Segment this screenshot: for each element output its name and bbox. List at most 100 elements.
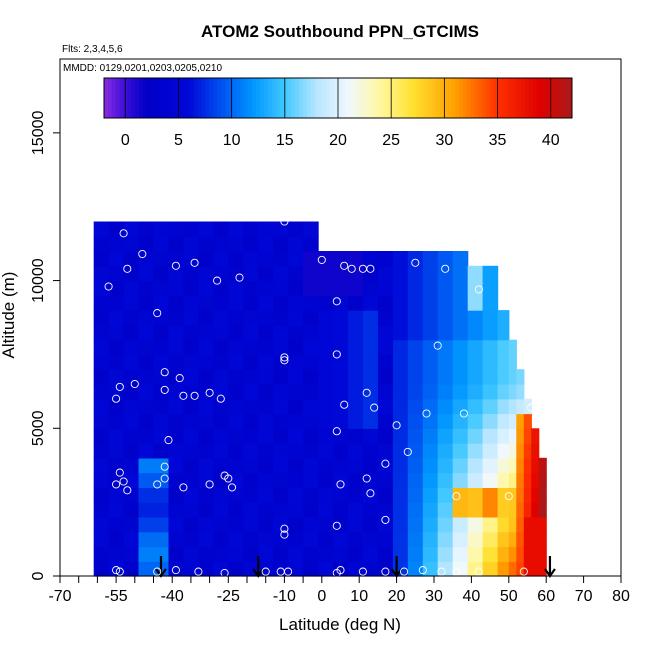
heatmap-cell xyxy=(508,457,517,474)
heatmap-cell xyxy=(288,516,304,533)
observation-point xyxy=(153,480,162,489)
heatmap-cell xyxy=(138,428,155,444)
colorbar-segment xyxy=(361,78,366,118)
heatmap-cell xyxy=(228,221,244,237)
heatmap-cell xyxy=(138,443,155,459)
heatmap-cell xyxy=(258,472,274,488)
heatmap-cell xyxy=(348,502,364,518)
heatmap-cell xyxy=(168,561,185,577)
heatmap-cell xyxy=(243,516,259,533)
heatmap-cell xyxy=(213,413,229,429)
heatmap-cell xyxy=(508,413,517,429)
x-tick-label: -10 xyxy=(273,588,296,605)
heatmap-cell xyxy=(407,457,424,474)
colorbar-segment xyxy=(127,78,132,118)
colorbar-tick-label: 20 xyxy=(329,132,347,149)
heatmap-cell xyxy=(288,428,304,444)
heatmap-cell xyxy=(318,428,334,444)
heatmap-cell xyxy=(183,310,199,326)
heatmap-cell xyxy=(183,546,199,562)
colorbar-segment xyxy=(501,78,507,118)
heatmap-cell xyxy=(213,324,229,341)
heatmap-cell xyxy=(93,546,110,562)
observation-point xyxy=(332,297,341,306)
heatmap-cell xyxy=(377,457,394,474)
observation-point xyxy=(115,567,124,576)
heatmap-cell xyxy=(243,487,259,503)
observation-point xyxy=(112,394,121,403)
heatmap-cell xyxy=(183,369,199,385)
heatmap-cell xyxy=(523,443,532,459)
heatmap-cell xyxy=(333,428,349,444)
heatmap-cell xyxy=(273,221,289,237)
colorbar-segment xyxy=(396,78,401,118)
observation-point xyxy=(153,567,162,576)
colorbar-segment xyxy=(162,78,167,118)
heatmap-cell xyxy=(508,428,517,444)
heatmap-cell xyxy=(523,472,532,488)
heatmap-cell xyxy=(213,516,229,533)
heatmap-cell xyxy=(198,310,214,326)
heatmap-cell xyxy=(407,384,424,400)
heatmap-cell xyxy=(523,561,532,577)
heatmap-cell xyxy=(407,472,424,488)
heatmap-cell xyxy=(318,546,334,562)
heatmap-cell xyxy=(168,310,185,326)
heatmap-cell xyxy=(333,339,349,356)
colorbar-segment xyxy=(400,78,405,118)
heatmap-cell xyxy=(183,502,199,518)
heatmap-cell xyxy=(318,443,334,459)
heatmap-cell xyxy=(377,280,394,296)
heatmap-cell xyxy=(362,516,379,533)
observation-point xyxy=(459,409,468,418)
observation-point xyxy=(280,353,289,362)
heatmap-cell xyxy=(318,280,334,296)
heatmap-cell xyxy=(508,339,517,356)
observation-point xyxy=(370,403,379,412)
heatmap-cell xyxy=(198,280,214,296)
heatmap-cell xyxy=(288,324,304,341)
colorbar-segment xyxy=(427,78,433,118)
heatmap-cell xyxy=(482,354,499,370)
heatmap-cell xyxy=(362,457,379,474)
heatmap-cell xyxy=(362,561,379,577)
heatmap-cell xyxy=(198,546,214,562)
heatmap-cell xyxy=(153,251,170,267)
observation-point xyxy=(284,567,293,576)
colorbar-segment xyxy=(466,78,472,118)
heatmap-cell xyxy=(273,280,289,296)
heatmap-cell xyxy=(213,280,229,296)
heatmap-cell xyxy=(348,384,364,400)
heatmap-cell xyxy=(482,457,499,474)
observation-point xyxy=(261,567,270,576)
x-tick-label: -55 xyxy=(105,588,128,605)
observation-point xyxy=(527,403,536,412)
heatmap-cell xyxy=(273,324,289,341)
heatmap-cell xyxy=(228,561,244,577)
colorbar-segment xyxy=(135,78,140,118)
heatmap-cell xyxy=(467,561,484,577)
heatmap-cell xyxy=(138,280,155,296)
heatmap-cell xyxy=(183,457,199,474)
colorbar-segment xyxy=(408,78,413,118)
heatmap-cell xyxy=(138,472,155,488)
heatmap-cell xyxy=(497,369,510,385)
observation-point xyxy=(366,489,375,498)
heatmap-cell xyxy=(213,384,229,400)
heatmap-cell xyxy=(422,546,439,562)
heatmap-cell xyxy=(407,531,424,548)
observation-point xyxy=(452,492,461,501)
observation-point xyxy=(418,566,427,575)
colorbar-segment xyxy=(197,78,202,118)
heatmap-cell xyxy=(228,398,244,415)
heatmap-cell xyxy=(348,339,364,356)
observation-point xyxy=(280,524,289,533)
heatmap-cell xyxy=(497,457,510,474)
heatmap-cell xyxy=(198,443,214,459)
observation-point xyxy=(164,436,173,445)
heatmap-cell xyxy=(198,251,214,267)
observation-point xyxy=(153,309,162,318)
heatmap-cell xyxy=(333,310,349,326)
x-tick-label: 50 xyxy=(500,588,518,605)
colorbar-segment xyxy=(341,78,347,118)
